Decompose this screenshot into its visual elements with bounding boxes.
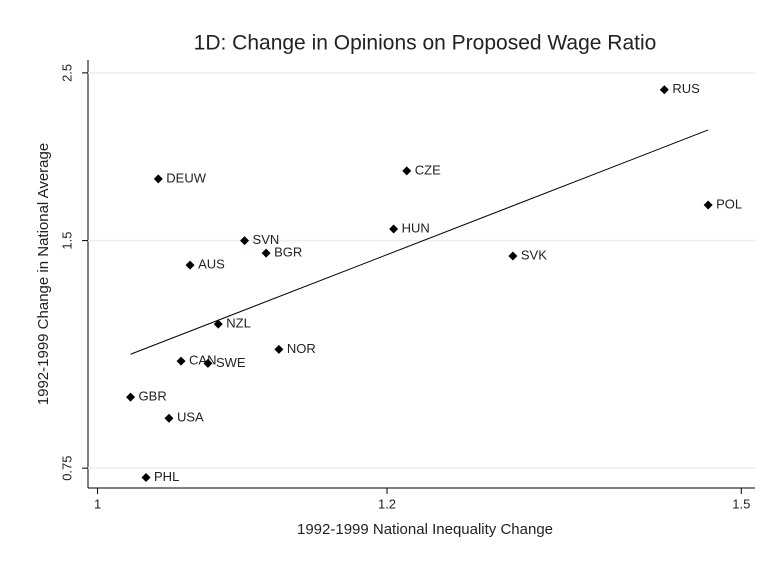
point <box>703 200 713 210</box>
point <box>274 344 284 354</box>
point-label: RUS <box>672 81 700 96</box>
x-axis-label: 1992-1999 National Inequality Change <box>297 521 553 538</box>
point-label: USA <box>177 410 204 425</box>
point-label: HUN <box>402 220 430 235</box>
point <box>153 174 163 184</box>
x-tick-label: 1.5 <box>732 496 750 511</box>
point <box>659 85 669 95</box>
point <box>141 472 151 482</box>
point-label: CAN <box>189 353 216 368</box>
point <box>389 224 399 234</box>
point <box>402 166 412 176</box>
point-label: SWE <box>216 355 246 370</box>
point <box>126 392 136 402</box>
point-label: BGR <box>274 245 302 260</box>
point <box>213 319 223 329</box>
x-tick-label: 1 <box>94 496 101 511</box>
point <box>164 413 174 423</box>
point-label: AUS <box>198 257 225 272</box>
y-tick-label: 1.5 <box>59 232 74 250</box>
point-label: POL <box>716 196 742 211</box>
point-label: SVK <box>521 247 547 262</box>
point-label: CZE <box>415 162 441 177</box>
point-label: DEUW <box>166 170 206 185</box>
point <box>176 356 186 366</box>
point-label: NZL <box>226 316 251 331</box>
point <box>185 260 195 270</box>
fit-line <box>130 129 709 355</box>
chart-title: 1D: Change in Opinions on Proposed Wage … <box>194 32 657 55</box>
x-tick-label: 1.2 <box>378 496 396 511</box>
y-tick-label: 2.5 <box>59 64 74 82</box>
y-axis-label: 1992-1999 Change in National Average <box>35 143 52 405</box>
point <box>508 251 518 261</box>
point-label: SVN <box>253 232 280 247</box>
point-label: PHL <box>154 469 179 484</box>
point-label: NOR <box>287 341 316 356</box>
point <box>203 358 213 368</box>
point <box>240 236 250 246</box>
y-tick-label: 0.75 <box>59 455 74 480</box>
point-label: GBR <box>139 389 167 404</box>
point <box>261 248 271 258</box>
